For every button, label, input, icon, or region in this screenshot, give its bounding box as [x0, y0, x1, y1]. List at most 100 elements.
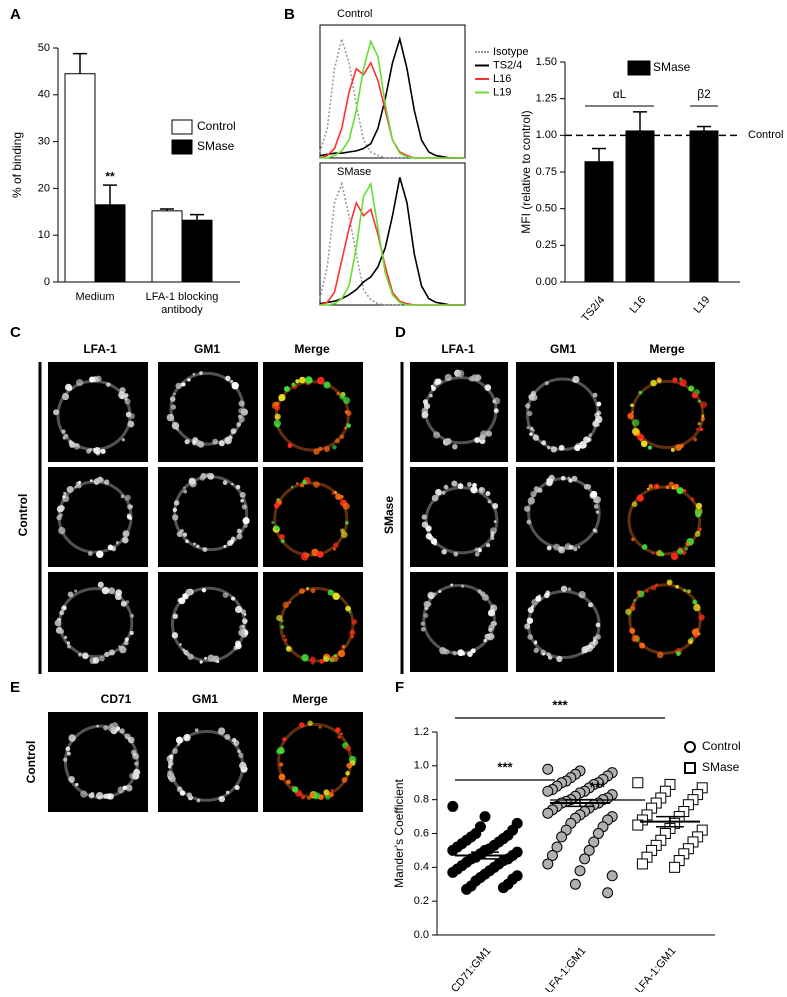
- membrane-spot: [698, 614, 705, 621]
- membrane-spot: [243, 613, 247, 616]
- column-header: GM1: [550, 342, 576, 356]
- membrane-spot: [233, 740, 240, 746]
- membrane-spot: [166, 413, 175, 422]
- membrane-spot: [182, 532, 188, 537]
- membrane-spot: [450, 583, 453, 587]
- membrane-spot: [457, 649, 465, 657]
- membrane-spot: [224, 734, 231, 741]
- membrane-spot: [108, 649, 115, 656]
- membrane-spot: [107, 725, 115, 732]
- membrane-spot: [74, 485, 78, 489]
- membrane-spot: [638, 390, 643, 395]
- membrane-spot: [99, 655, 105, 662]
- data-point: [479, 811, 491, 823]
- membrane-spot: [443, 648, 450, 655]
- membrane-spot: [524, 505, 531, 512]
- y-tick-label: 0.0: [414, 929, 429, 941]
- membrane-spot: [129, 630, 134, 635]
- membrane-spot: [307, 720, 313, 726]
- membrane-spot: [234, 785, 240, 791]
- membrane-spot: [95, 792, 104, 800]
- membrane-spot: [531, 599, 538, 606]
- membrane-spot: [89, 479, 93, 483]
- membrane-spot: [443, 484, 449, 490]
- membrane-spot: [184, 439, 190, 445]
- membrane-spot: [132, 772, 140, 780]
- legend-swatch: [171, 119, 193, 135]
- membrane-spot: [242, 767, 245, 770]
- membrane-spot: [193, 542, 196, 546]
- membrane-spot: [350, 634, 355, 639]
- membrane-spot: [181, 382, 186, 387]
- membrane-spot: [587, 437, 592, 442]
- y-tick-label: 0.6: [414, 827, 429, 839]
- data-point: [632, 819, 644, 831]
- membrane-spot: [630, 605, 636, 611]
- membrane-spot: [288, 601, 292, 604]
- membrane-spot: [340, 732, 343, 736]
- membrane-spot: [217, 727, 226, 735]
- membrane-spot: [451, 480, 458, 487]
- membrane-spot: [283, 634, 286, 638]
- membrane-spot: [290, 485, 294, 489]
- membrane-spot: [627, 413, 634, 420]
- membrane-spot: [595, 622, 601, 628]
- histogram-line: [319, 35, 465, 159]
- membrane-spot: [666, 579, 673, 586]
- membrane-spot: [172, 613, 179, 619]
- membrane-spot: [579, 440, 586, 448]
- membrane-spot: [124, 637, 129, 642]
- x-tick-label: TS2/4: [579, 294, 607, 324]
- bracket-label: αL: [613, 87, 627, 101]
- membrane-spot: [672, 377, 678, 383]
- membrane-spot: [527, 634, 534, 640]
- membrane-spot: [535, 595, 542, 602]
- membrane-spot: [196, 798, 201, 803]
- membrane-spot: [94, 477, 101, 484]
- data-point: [632, 777, 644, 789]
- membrane-spot: [283, 385, 290, 392]
- membrane-spot: [692, 599, 698, 605]
- membrane-spot: [683, 488, 687, 493]
- membrane-spot: [670, 552, 679, 561]
- membrane-spot: [700, 416, 705, 422]
- membrane-spot: [323, 789, 330, 796]
- membrane-spot: [335, 727, 341, 733]
- membrane-spot: [93, 447, 101, 455]
- membrane-spot: [69, 441, 76, 448]
- membrane-spot: [222, 592, 229, 598]
- chart-title: SMase: [337, 166, 371, 178]
- membrane-spot: [331, 491, 336, 496]
- plot-frame: [319, 24, 466, 159]
- membrane-spot: [54, 619, 62, 627]
- data-point: [592, 828, 604, 839]
- membrane-spot: [553, 543, 561, 551]
- membrane-spot: [127, 515, 132, 520]
- membrane-spot: [423, 600, 431, 608]
- membrane-spot: [420, 627, 426, 632]
- y-tick-label: 20: [38, 182, 50, 194]
- membrane-spot: [588, 602, 594, 608]
- membrane-spot: [299, 588, 305, 594]
- membrane-spot: [186, 792, 193, 798]
- membrane-spot: [456, 369, 465, 378]
- membrane-spot: [292, 786, 299, 793]
- membrane-spot: [120, 494, 125, 499]
- membrane-spot: [342, 502, 350, 510]
- membrane-spot: [238, 400, 245, 407]
- membrane-spot: [238, 416, 245, 423]
- membrane-spot: [80, 790, 88, 798]
- membrane-spot: [279, 534, 284, 539]
- membrane-spot: [340, 528, 345, 533]
- membrane-spot: [285, 779, 291, 785]
- membrane-spot: [530, 490, 537, 498]
- membrane-spot: [452, 443, 458, 450]
- membrane-spot: [595, 634, 601, 640]
- membrane-spot: [96, 724, 99, 728]
- membrane-spot: [284, 638, 288, 642]
- membrane-spot: [435, 488, 442, 496]
- membrane-spot: [125, 600, 130, 604]
- membrane-spot: [119, 646, 127, 654]
- y-tick-label: 0.8: [414, 794, 429, 806]
- membrane-spot: [127, 420, 135, 428]
